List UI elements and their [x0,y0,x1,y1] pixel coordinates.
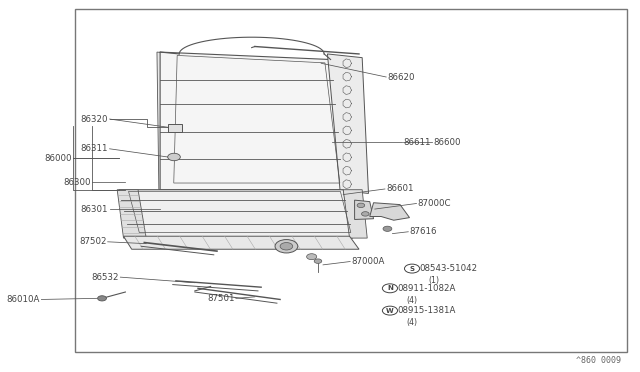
Text: (4): (4) [406,296,417,305]
Circle shape [362,212,369,216]
Polygon shape [343,190,367,238]
Text: 86620: 86620 [387,73,415,81]
Circle shape [280,243,292,250]
Text: N: N [387,285,393,291]
Text: 87501: 87501 [207,294,235,303]
Text: 08543-51042: 08543-51042 [419,264,477,273]
Polygon shape [119,190,353,238]
Text: 86601: 86601 [386,185,413,193]
Text: 86532: 86532 [92,273,119,282]
Text: 86301: 86301 [81,205,108,214]
Text: 08911-1082A: 08911-1082A [397,284,455,293]
Circle shape [383,226,392,231]
Circle shape [382,284,397,293]
Text: 86000: 86000 [44,154,72,163]
Polygon shape [117,190,146,238]
Text: 86311: 86311 [81,144,108,153]
Text: 86611: 86611 [403,138,431,147]
Circle shape [314,259,322,263]
Text: (1): (1) [428,276,440,285]
Text: 87502: 87502 [79,237,106,246]
Polygon shape [157,52,182,190]
Text: 87000A: 87000A [351,257,385,266]
Text: S: S [410,266,415,272]
Polygon shape [124,236,359,249]
Circle shape [404,264,420,273]
Text: W: W [386,308,394,314]
Polygon shape [328,54,369,193]
Text: 86010A: 86010A [7,295,40,304]
Circle shape [275,240,298,253]
Circle shape [98,296,106,301]
Polygon shape [160,52,343,190]
Circle shape [168,153,180,161]
Text: 86600: 86600 [433,138,461,147]
Text: 08915-1381A: 08915-1381A [397,306,455,315]
Text: 86320: 86320 [81,115,108,124]
Circle shape [382,306,397,315]
Text: (4): (4) [406,318,417,327]
Text: 86300: 86300 [63,178,91,187]
Text: 87616: 87616 [410,227,437,236]
Text: ^860 0009: ^860 0009 [576,356,621,365]
Circle shape [307,254,317,260]
Circle shape [357,203,365,208]
Polygon shape [370,203,410,220]
Bar [75,9,627,352]
Text: 87000C: 87000C [418,199,451,208]
Polygon shape [168,124,182,132]
Polygon shape [355,200,374,219]
